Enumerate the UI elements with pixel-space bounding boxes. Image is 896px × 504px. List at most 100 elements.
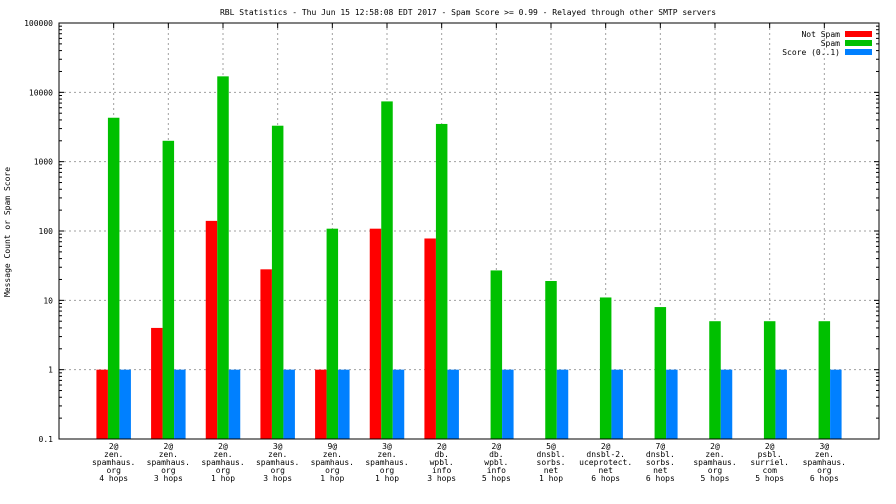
bar-spam-2 (162, 140, 175, 439)
bar-not-spam-7 (424, 238, 436, 439)
legend-label: Score (0..1) (782, 48, 840, 57)
x-category-label: spamhaus. (803, 458, 846, 467)
x-category-label: zen. (705, 450, 724, 459)
bar-spam-1 (107, 117, 120, 439)
x-category-label: org (325, 466, 340, 475)
x-category-label: uceprotect. (579, 458, 632, 467)
x-category-label: sorbs. (646, 458, 675, 467)
x-category-label: spamhaus. (92, 458, 135, 467)
bar-spam-10 (599, 297, 612, 439)
legend-swatch (845, 49, 872, 55)
x-category-label: org (380, 466, 395, 475)
legend-swatch (845, 40, 872, 46)
x-category-label: 9@ (328, 442, 338, 451)
bar-spam-3 (217, 76, 229, 440)
x-category-label: info (432, 466, 451, 475)
x-category-label: spamhaus. (693, 458, 736, 467)
x-category-label: 1 hop (211, 474, 235, 483)
bar-score-0-1-7 (447, 369, 459, 439)
bar-score-0-1-14 (830, 369, 842, 439)
bar-score-0-1-12 (720, 369, 733, 439)
bar-not-spam-2 (151, 327, 163, 439)
x-category-label: 2@ (710, 442, 720, 451)
bar-score-0-1-10 (611, 369, 623, 439)
x-category-label: zen. (268, 450, 287, 459)
chart-title: RBL Statistics - Thu Jun 15 12:58:08 EDT… (220, 8, 716, 17)
x-category-label: zen. (159, 450, 178, 459)
x-category-label: surriel. (750, 458, 789, 467)
x-category-label: 2@ (218, 442, 228, 451)
bar-spam-11 (654, 307, 667, 439)
bar-score-0-1-13 (775, 369, 787, 439)
x-category-label: 7@ (656, 442, 666, 451)
x-category-label: spamhaus. (201, 458, 244, 467)
x-category-label: info (487, 466, 506, 475)
bar-not-spam-6 (369, 228, 382, 439)
x-category-label: 1 hop (320, 474, 344, 483)
x-category-label: zen. (213, 450, 232, 459)
x-category-label: spamhaus. (256, 458, 299, 467)
bar-spam-8 (490, 270, 503, 439)
bar-score-0-1-3 (228, 369, 241, 439)
plot-frame (58, 22, 880, 440)
y-tick-label: 1 (48, 366, 53, 375)
bar-spam-4 (271, 125, 284, 439)
x-category-label: wpbl. (430, 458, 454, 467)
x-category-label: wpbl. (484, 458, 508, 467)
bar-spam-6 (381, 101, 393, 439)
bar-score-0-1-11 (666, 369, 678, 439)
x-category-label: db. (489, 450, 503, 459)
legend-label: Not Spam (801, 30, 840, 39)
y-tick-label: 1000 (34, 158, 53, 167)
x-category-label: 3@ (820, 442, 830, 451)
bar-spam-7 (435, 123, 448, 440)
x-category-label: dnsbl. (646, 450, 675, 459)
x-category-label: 2@ (601, 442, 611, 451)
x-category-label: com (762, 466, 777, 475)
x-category-label: 6 hops (646, 474, 675, 483)
bar-spam-5 (326, 228, 339, 439)
x-category-label: net (653, 466, 668, 475)
x-category-label: 2@ (109, 442, 119, 451)
x-category-label: dnsbl-2. (586, 450, 625, 459)
x-category-label: zen. (815, 450, 834, 459)
bar-spam-12 (709, 321, 721, 439)
x-category-label: psbl. (758, 450, 782, 459)
x-category-label: 3 hops (263, 474, 292, 483)
x-category-label: dnsbl. (537, 450, 566, 459)
x-category-label: 3@ (273, 442, 283, 451)
y-tick-label: 0.1 (39, 435, 54, 444)
x-category-label: zen. (323, 450, 342, 459)
legend-label: Spam (821, 39, 840, 48)
x-category-label: db. (434, 450, 448, 459)
x-category-label: 3 hops (427, 474, 456, 483)
x-category-label: 2@ (765, 442, 775, 451)
bar-spam-9 (545, 281, 557, 439)
y-tick-label: 10000 (29, 88, 53, 97)
x-category-label: 1 hop (539, 474, 563, 483)
x-category-label: org (270, 466, 285, 475)
x-category-label: 3@ (382, 442, 392, 451)
y-tick-label: 100 (39, 227, 54, 236)
x-category-label: sorbs. (537, 458, 566, 467)
x-category-label: 3 hops (154, 474, 183, 483)
x-category-label: org (161, 466, 176, 475)
x-category-label: 6 hops (810, 474, 839, 483)
x-category-label: spamhaus. (311, 458, 354, 467)
bar-score-0-1-9 (556, 369, 569, 439)
y-tick-label: 10 (43, 296, 53, 305)
x-category-label: org (106, 466, 121, 475)
y-tick-label: 100000 (24, 19, 53, 28)
bar-score-0-1-6 (392, 369, 405, 439)
x-category-label: spamhaus. (365, 458, 408, 467)
x-category-label: org (216, 466, 231, 475)
bar-score-0-1-1 (119, 369, 131, 439)
x-category-label: org (708, 466, 723, 475)
x-category-label: 5@ (546, 442, 556, 451)
bars (96, 76, 842, 440)
bar-score-0-1-8 (502, 369, 514, 439)
y-axis-label: Message Count or Spam Score (3, 167, 12, 297)
